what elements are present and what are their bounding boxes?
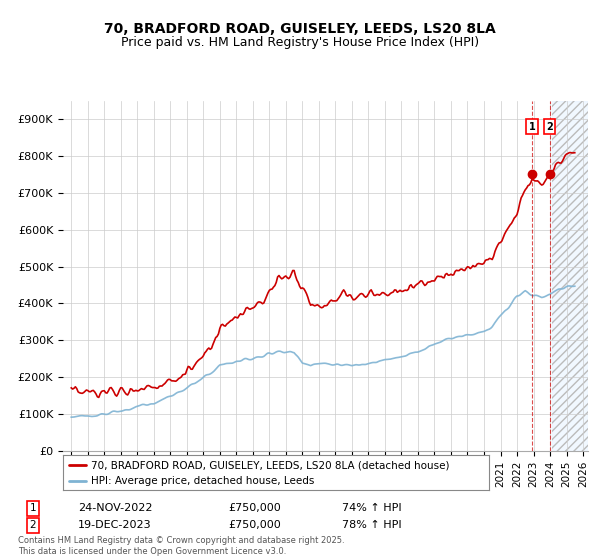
Text: £750,000: £750,000 [228,520,281,530]
Text: 1: 1 [29,503,37,514]
Text: 2: 2 [29,520,37,530]
Text: 1: 1 [529,122,535,132]
Text: HPI: Average price, detached house, Leeds: HPI: Average price, detached house, Leed… [91,477,314,486]
Text: 2: 2 [546,122,553,132]
Text: 70, BRADFORD ROAD, GUISELEY, LEEDS, LS20 8LA (detached house): 70, BRADFORD ROAD, GUISELEY, LEEDS, LS20… [91,460,449,470]
Text: 24-NOV-2022: 24-NOV-2022 [78,503,152,514]
Bar [551,101,588,451]
Text: 78% ↑ HPI: 78% ↑ HPI [342,520,401,530]
Text: £750,000: £750,000 [228,503,281,514]
Text: Contains HM Land Registry data © Crown copyright and database right 2025.
This d: Contains HM Land Registry data © Crown c… [18,536,344,556]
Text: 19-DEC-2023: 19-DEC-2023 [78,520,152,530]
Text: 74% ↑ HPI: 74% ↑ HPI [342,503,401,514]
Text: 70, BRADFORD ROAD, GUISELEY, LEEDS, LS20 8LA: 70, BRADFORD ROAD, GUISELEY, LEEDS, LS20… [104,22,496,36]
Text: Price paid vs. HM Land Registry's House Price Index (HPI): Price paid vs. HM Land Registry's House … [121,36,479,49]
Bar [551,101,588,451]
